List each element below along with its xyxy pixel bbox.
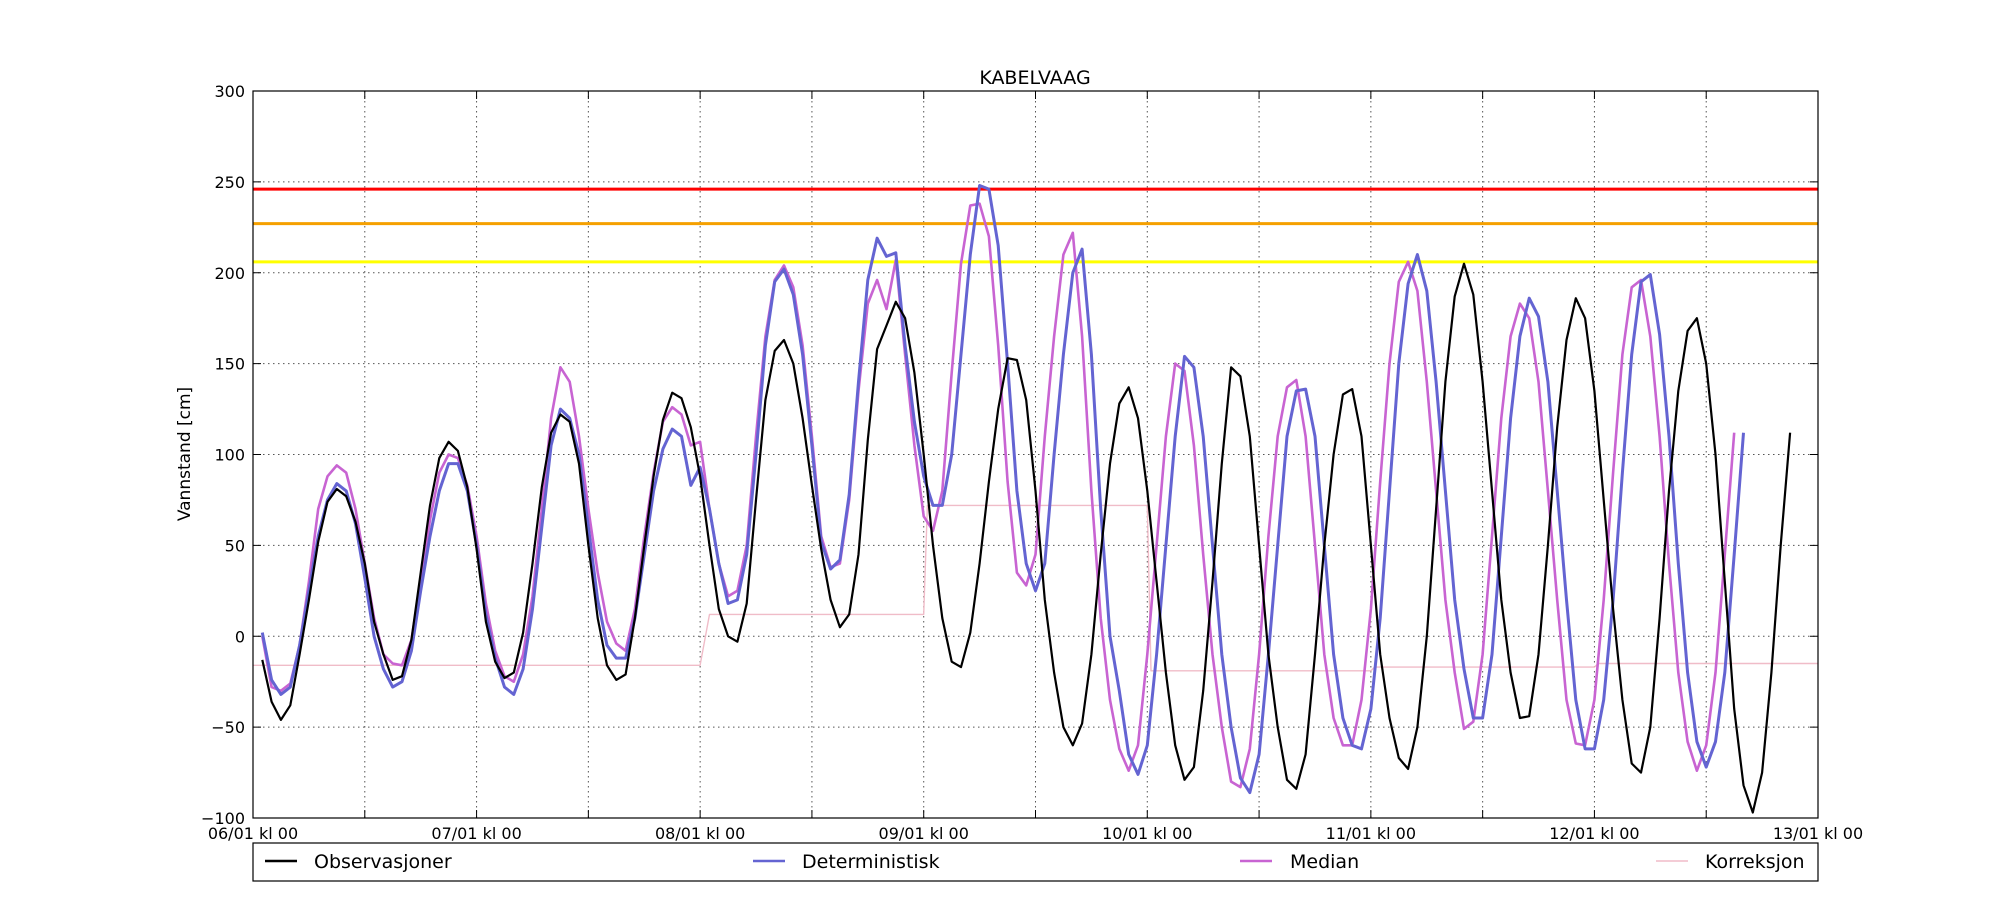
x-tick-label: 08/01 kl 00 [655,824,745,843]
y-tick-label: −100 [201,809,245,828]
y-tick-label: 300 [214,82,245,101]
legend-frame [252,842,1819,882]
y-axis-label: Vannstand [cm] [175,387,195,521]
x-tick-label: 13/01 kl 00 [1773,824,1863,843]
y-tick-label: 100 [214,446,245,465]
legend-label: Korreksjon [1705,851,1805,873]
series-layer [253,184,1818,814]
y-tick-label: −50 [211,718,245,737]
threshold-lines [253,187,1818,264]
axis-ticks: −100 −50 0 50 100 150 200 250 300 06/01 kl 00 07/0… [201,82,1863,843]
legend: Observasjoner Deterministisk Median Korreks… [252,842,1819,882]
chart-title: KABELVAAG [979,67,1090,89]
y-tick-label: 200 [214,264,245,283]
series-line-median [261,202,1736,789]
x-tick-label: 07/01 kl 00 [431,824,521,843]
series-line-korreksjon [253,504,1818,672]
legend-label: Median [1290,851,1359,873]
x-tick-label: 09/01 kl 00 [879,824,969,843]
grid [253,91,1818,818]
y-tick-label: 0 [235,627,245,646]
x-tick-label: 10/01 kl 00 [1102,824,1192,843]
series-line-deterministisk [260,184,1745,795]
x-tick-label: 11/01 kl 00 [1326,824,1416,843]
x-tick-label: 06/01 kl 00 [208,824,298,843]
series-line-observasjoner [261,262,1792,814]
y-tick-label: 50 [225,536,245,555]
legend-label: Deterministisk [802,851,940,873]
legend-label: Observasjoner [314,851,452,873]
y-tick-label: 150 [214,355,245,374]
y-tick-label: 250 [214,173,245,192]
x-tick-label: 12/01 kl 00 [1549,824,1639,843]
